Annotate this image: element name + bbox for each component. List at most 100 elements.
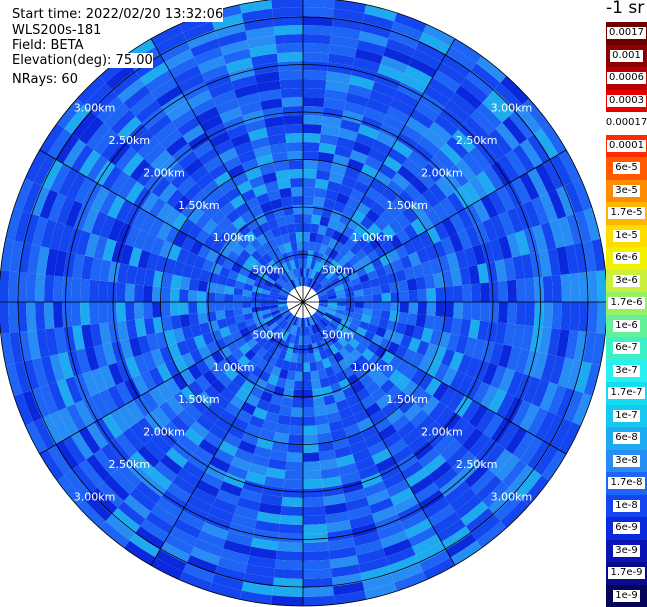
polar-cell [527, 440, 551, 471]
polar-cell [166, 188, 185, 208]
polar-cell [303, 496, 325, 507]
polar-cell [350, 318, 362, 327]
polar-cell [347, 505, 372, 521]
polar-cell [279, 405, 292, 417]
polar-cell [369, 277, 381, 288]
polar-cell [381, 400, 399, 417]
polar-cell [476, 521, 507, 548]
polar-cell [204, 513, 232, 532]
polar-cell [476, 409, 497, 434]
polar-cell [188, 313, 200, 326]
polar-cell [117, 116, 142, 141]
polar-cell [275, 423, 291, 435]
polar-cell [511, 400, 532, 427]
polar-cell [278, 294, 288, 299]
polar-cell [303, 461, 321, 471]
polar-cell [292, 278, 299, 288]
polar-cell [505, 427, 528, 455]
polar-cell [582, 240, 597, 273]
polar-cell [251, 537, 278, 551]
polar-cell [179, 571, 212, 592]
polar-cell [345, 328, 356, 338]
polar-cell [303, 160, 318, 170]
polar-cell [244, 318, 256, 327]
polar-cell [226, 124, 248, 140]
polar-cell [74, 400, 95, 427]
polar-cell [206, 281, 217, 293]
polar-cell [184, 183, 202, 201]
polar-cell [410, 218, 426, 236]
polar-cell [150, 77, 178, 100]
polar-cell [166, 396, 185, 416]
polar-cell [338, 462, 359, 477]
polar-cell [489, 342, 504, 366]
polar-cell [317, 151, 335, 164]
polar-cell [198, 147, 219, 166]
polar-cell [97, 481, 124, 508]
polar-cell [172, 327, 186, 344]
polar-cell [512, 144, 536, 173]
polar-cell [294, 259, 300, 269]
polar-cell [519, 436, 543, 465]
polar-cell [353, 57, 381, 73]
polar-cell [278, 368, 289, 380]
polar-cell [506, 233, 522, 258]
polar-cell [424, 314, 436, 330]
polar-cell [542, 302, 553, 329]
polar-cell [166, 101, 192, 122]
polar-cell [140, 213, 157, 234]
polar-cell [488, 281, 499, 302]
polar-cell [465, 225, 481, 247]
polar-cell [271, 312, 282, 319]
range-ring-label: 3.00km [491, 102, 533, 115]
polar-cell [519, 139, 543, 168]
polar-cell [125, 225, 141, 247]
polar-cell [321, 235, 332, 247]
polar-cell [70, 431, 94, 460]
polar-cell [383, 431, 403, 449]
polar-cell [245, 423, 262, 438]
polar-cell [70, 144, 94, 173]
polar-cell [9, 331, 24, 364]
polar-cell [252, 184, 268, 197]
colorbar-label: 1.7e-6 [608, 297, 645, 310]
polar-cell [265, 276, 276, 285]
polar-cell [324, 246, 334, 257]
polar-cell [462, 302, 472, 320]
polar-cell [557, 216, 574, 247]
polar-cell [281, 310, 291, 317]
polar-cell [471, 283, 481, 302]
polar-cell [365, 186, 382, 202]
polar-cell [330, 319, 341, 328]
polar-cell [187, 364, 203, 381]
polar-cell [256, 347, 268, 359]
polar-cell [178, 510, 205, 531]
polar-cell [506, 370, 524, 397]
polar-cell [281, 233, 291, 244]
polar-cell [105, 63, 135, 90]
polar-cell [230, 194, 246, 209]
polar-cell [290, 315, 297, 325]
polar-cell [26, 273, 37, 302]
polar-cell [314, 285, 324, 293]
polar-cell [529, 326, 543, 353]
polar-cell [531, 196, 550, 225]
polar-cell [336, 297, 346, 302]
polar-cell [133, 229, 149, 250]
polar-cell [173, 65, 202, 86]
polar-cell [498, 211, 516, 236]
polar-cell [40, 355, 57, 385]
polar-cell [387, 341, 400, 355]
polar-cell [30, 185, 50, 217]
polar-cell [282, 311, 292, 319]
polar-cell [335, 309, 346, 316]
polar-cell [238, 223, 252, 237]
polar-cell [262, 340, 273, 352]
polar-cell [214, 171, 232, 188]
polar-cell [346, 431, 365, 446]
polar-cell [125, 264, 138, 285]
polar-cell [210, 329, 223, 342]
polar-cell [242, 479, 265, 494]
polar-cell [311, 314, 318, 324]
polar-cell [328, 53, 355, 67]
